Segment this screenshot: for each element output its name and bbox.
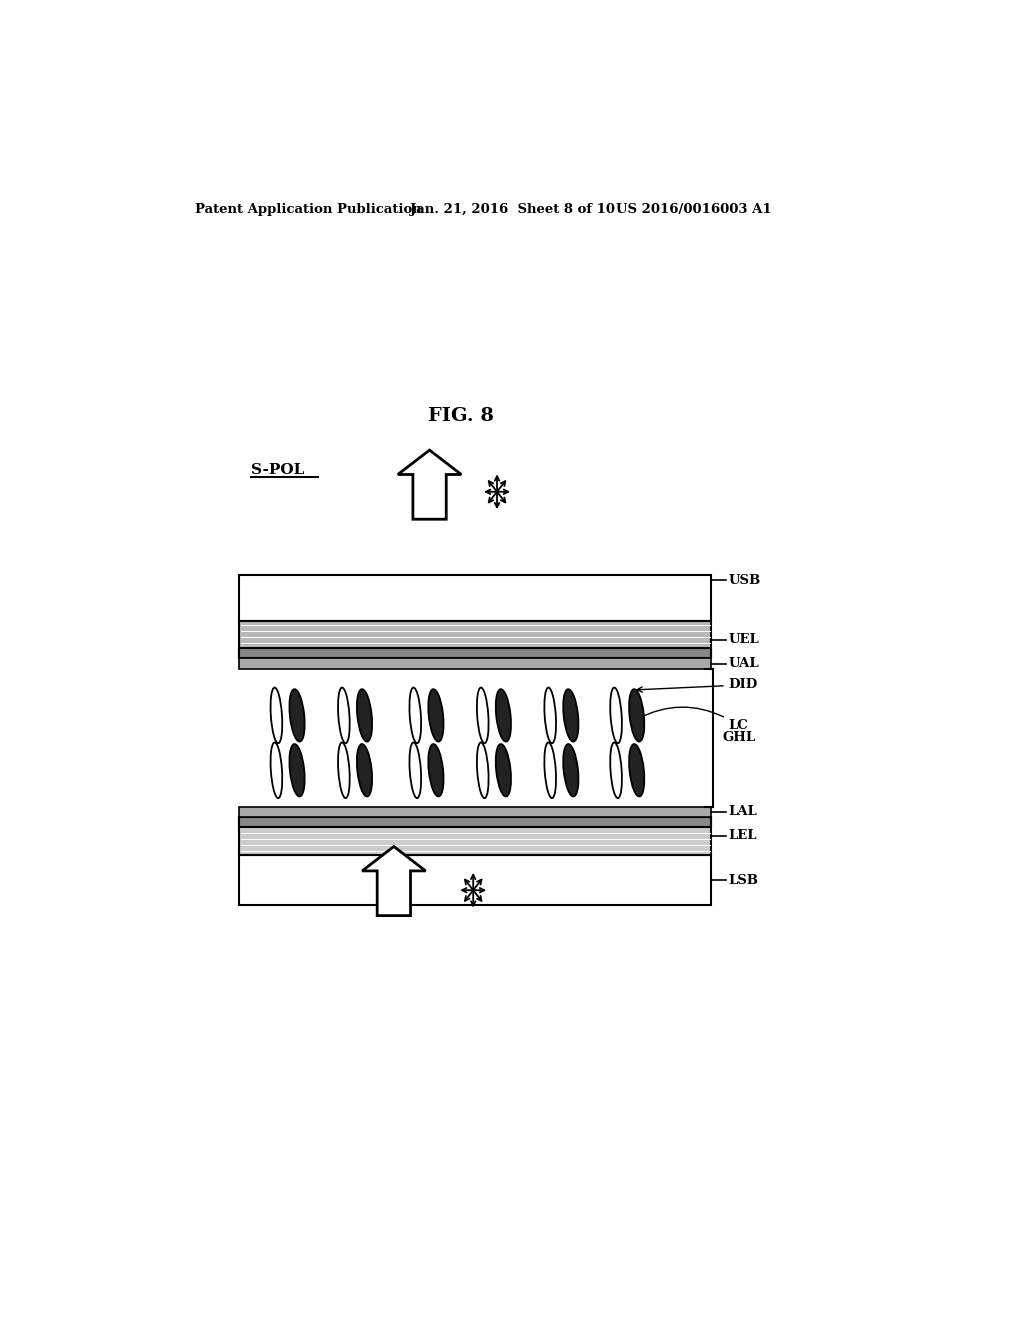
Ellipse shape — [428, 744, 443, 796]
Ellipse shape — [410, 742, 421, 799]
Ellipse shape — [563, 744, 579, 796]
Text: LC: LC — [638, 708, 749, 733]
Text: LSB: LSB — [729, 874, 759, 887]
Ellipse shape — [629, 689, 644, 742]
Ellipse shape — [545, 688, 556, 743]
Bar — [240, 648, 712, 659]
Polygon shape — [397, 450, 461, 519]
Text: GHL: GHL — [722, 731, 756, 744]
Text: Patent Application Publication: Patent Application Publication — [196, 203, 422, 216]
Ellipse shape — [270, 742, 283, 799]
Ellipse shape — [496, 689, 511, 742]
Ellipse shape — [477, 742, 488, 799]
Text: FIG. 8: FIG. 8 — [428, 408, 495, 425]
Polygon shape — [362, 846, 426, 916]
Ellipse shape — [477, 688, 488, 743]
Bar — [240, 620, 712, 659]
Ellipse shape — [356, 744, 372, 796]
Text: S-POL: S-POL — [251, 463, 304, 478]
Ellipse shape — [270, 688, 283, 743]
Text: DID: DID — [637, 678, 758, 692]
Ellipse shape — [629, 744, 644, 796]
Ellipse shape — [428, 689, 443, 742]
Ellipse shape — [545, 742, 556, 799]
Text: UAL: UAL — [729, 657, 760, 671]
Bar — [240, 576, 712, 620]
Ellipse shape — [338, 742, 350, 799]
Text: USB: USB — [729, 574, 761, 586]
Ellipse shape — [356, 689, 372, 742]
Ellipse shape — [338, 688, 350, 743]
Bar — [240, 817, 712, 828]
Ellipse shape — [290, 689, 305, 742]
Bar — [240, 817, 712, 854]
Ellipse shape — [496, 744, 511, 796]
Ellipse shape — [610, 742, 622, 799]
Ellipse shape — [410, 688, 421, 743]
Ellipse shape — [610, 688, 622, 743]
Text: Jan. 21, 2016  Sheet 8 of 10: Jan. 21, 2016 Sheet 8 of 10 — [410, 203, 614, 216]
Text: LEL: LEL — [729, 829, 758, 842]
Bar — [240, 807, 712, 817]
Text: LAL: LAL — [729, 805, 758, 818]
Text: UEL: UEL — [729, 634, 760, 647]
Bar — [240, 659, 712, 669]
Text: US 2016/0016003 A1: US 2016/0016003 A1 — [616, 203, 772, 216]
Ellipse shape — [563, 689, 579, 742]
Bar — [240, 854, 712, 906]
Ellipse shape — [290, 744, 305, 796]
